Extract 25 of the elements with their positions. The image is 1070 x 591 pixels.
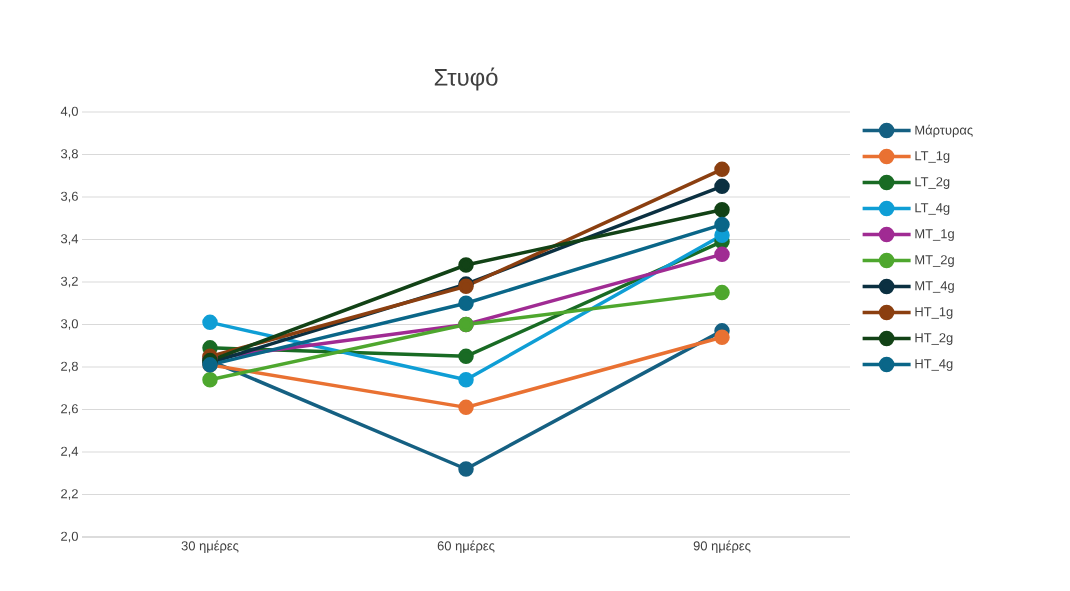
y-tick-label: 2,4	[61, 446, 79, 458]
y-tick-label: 3,0	[60, 319, 78, 330]
legend-label: Μάρτυρας	[915, 124, 973, 138]
y-tick-label: 2,2	[61, 489, 78, 500]
x-tick-label: 30 ημέρες	[181, 540, 239, 553]
y-tick-label: 3,8	[60, 149, 78, 160]
legend-label: MT_1g	[915, 229, 954, 241]
y-tick-label: 3,2	[60, 276, 78, 288]
y-tick-label: 2,0	[61, 531, 78, 543]
y-tick-label: 2,6	[61, 404, 78, 415]
y-tick-label: 3,6	[60, 191, 78, 203]
x-tick-label: 60 ημέρες	[437, 540, 495, 553]
legend-label: HT_4g	[915, 359, 953, 371]
y-tick-label: 3,4	[60, 234, 79, 245]
chart-title: Στυφό	[434, 67, 498, 91]
y-tick-label: 2,8	[61, 361, 78, 373]
legend-label: HT_2g	[915, 333, 953, 345]
legend-label: MT_4g	[915, 281, 954, 293]
legend-label: HT_1g	[915, 307, 953, 319]
legend-label: MT_2g	[915, 255, 954, 267]
x-tick-label: 90 ημέρες	[693, 540, 751, 553]
legend-label: LT_4g	[915, 203, 950, 215]
legend-label: LT_1g	[915, 151, 950, 163]
y-tick-label: 4,0	[60, 106, 78, 118]
legend-label: LT_2g	[915, 177, 950, 189]
